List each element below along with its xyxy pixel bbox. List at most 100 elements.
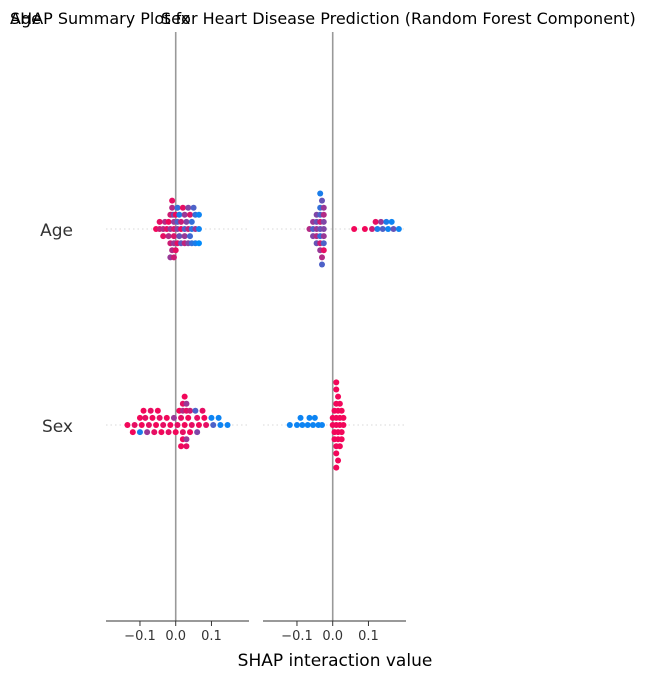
point-1-age-34 (320, 240, 327, 247)
point-1-sex-11 (340, 414, 347, 421)
point-1-sex-28 (293, 422, 300, 428)
point-1-age-10 (320, 218, 327, 225)
point-0-sex-17 (170, 414, 177, 421)
point-0-sex-8 (147, 407, 154, 414)
point-0-age-6 (190, 204, 197, 211)
point-0-age-39 (176, 233, 183, 240)
point-1-age-3 (320, 204, 327, 211)
point-0-age-20 (178, 218, 185, 225)
points-layer (124, 190, 402, 471)
point-0-sex-47 (187, 429, 194, 436)
point-0-age-38 (170, 233, 177, 240)
point-0-sex-14 (149, 414, 156, 421)
zero-line-layer (174, 32, 334, 621)
point-0-sex-39 (129, 429, 136, 436)
point-0-sex-46 (179, 429, 186, 436)
point-0-sex-32 (181, 422, 188, 428)
point-0-sex-24 (124, 422, 131, 428)
point-0-age-15 (156, 218, 163, 225)
point-1-sex-33 (318, 422, 325, 428)
point-0-age-36 (160, 233, 167, 240)
point-0-sex-38 (224, 422, 231, 428)
point-1-age-25 (377, 218, 384, 225)
point-1-age-19 (374, 226, 381, 232)
point-1-age-20 (379, 226, 386, 232)
panel-title-sex: Sex (161, 9, 190, 28)
point-0-sex-28 (153, 422, 160, 428)
point-0-sex-12 (136, 414, 143, 421)
point-0-sex-43 (158, 429, 165, 436)
point-1-age-15 (320, 226, 327, 232)
point-0-sex-50 (183, 436, 190, 443)
point-1-sex-26 (333, 464, 340, 471)
point-0-sex-48 (194, 429, 201, 436)
x-tick-label-1-0: −0.1 (281, 629, 313, 644)
point-1-sex-15 (340, 422, 347, 428)
point-0-sex-41 (144, 429, 151, 436)
point-0-sex-29 (160, 422, 167, 428)
x-axis-label: SHAP interaction value (238, 651, 433, 671)
point-0-sex-19 (185, 414, 192, 421)
point-0-sex-0 (181, 393, 188, 400)
point-1-age-27 (388, 218, 395, 225)
point-0-age-11 (181, 211, 188, 218)
point-0-sex-23 (215, 414, 222, 421)
point-0-sex-30 (167, 422, 174, 428)
x-tick-label-0-1: 0.0 (165, 629, 186, 644)
point-0-age-14 (195, 211, 202, 218)
point-0-age-5 (185, 204, 192, 211)
point-1-age-0 (317, 190, 324, 197)
point-1-sex-27 (286, 422, 293, 428)
point-0-age-22 (188, 218, 195, 225)
point-1-sex-7 (338, 407, 345, 414)
point-1-sex-36 (311, 414, 318, 421)
point-0-sex-51 (178, 443, 185, 450)
row-grid-layer (106, 228, 406, 426)
x-tick-label-0-0: −0.1 (124, 629, 156, 644)
point-0-sex-7 (140, 407, 147, 414)
point-1-age-36 (320, 247, 327, 254)
feature-label-age: Age (40, 221, 73, 241)
point-1-sex-29 (299, 422, 306, 428)
point-1-age-21 (385, 226, 392, 232)
x-tick-label-1-1: 0.0 (322, 629, 343, 644)
point-1-age-38 (318, 261, 325, 268)
point-1-age-1 (318, 197, 325, 204)
point-1-sex-4 (336, 400, 343, 407)
point-1-age-26 (383, 218, 390, 225)
point-0-age-1 (169, 204, 176, 211)
point-1-sex-35 (306, 414, 313, 421)
point-1-age-16 (351, 226, 358, 232)
point-0-sex-45 (172, 429, 179, 436)
point-0-sex-35 (203, 422, 210, 428)
point-1-sex-23 (336, 443, 343, 450)
point-1-age-23 (395, 226, 402, 232)
point-1-sex-30 (304, 422, 311, 428)
point-1-sex-2 (335, 393, 342, 400)
point-0-age-10 (176, 211, 183, 218)
point-0-sex-13 (142, 414, 149, 421)
point-0-age-52 (172, 247, 179, 254)
point-0-sex-42 (151, 429, 158, 436)
point-0-age-41 (187, 233, 194, 240)
point-0-sex-16 (163, 414, 170, 421)
point-0-sex-20 (194, 414, 201, 421)
point-0-sex-6 (187, 407, 194, 414)
point-1-age-18 (369, 226, 376, 232)
point-1-sex-34 (297, 414, 304, 421)
point-0-sex-33 (188, 422, 195, 428)
point-1-age-31 (320, 233, 327, 240)
point-1-sex-25 (335, 457, 342, 464)
point-0-age-54 (170, 254, 177, 261)
point-0-sex-52 (183, 443, 190, 450)
point-0-sex-18 (178, 414, 185, 421)
point-0-sex-25 (131, 422, 138, 428)
point-1-sex-18 (338, 429, 345, 436)
point-1-age-22 (390, 226, 397, 232)
point-0-sex-36 (210, 422, 217, 428)
panel-title-age: Age (10, 9, 41, 28)
point-0-sex-9 (154, 407, 161, 414)
point-0-sex-2 (183, 400, 190, 407)
point-0-sex-37 (217, 422, 224, 428)
